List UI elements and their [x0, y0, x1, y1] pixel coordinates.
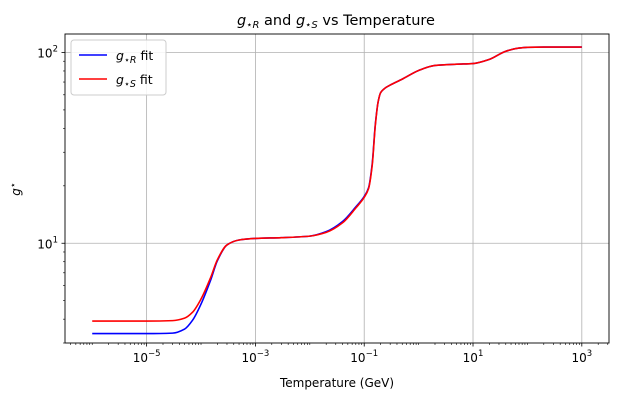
x-tick-label: 101: [463, 349, 484, 365]
legend-box: [70, 39, 167, 96]
legend-label-s: g⋆S fit: [116, 72, 153, 90]
axis-ticks: 10−5 10−3 10−1 101 103 101 102: [37, 44, 592, 365]
y-axis-label: g⋆: [8, 182, 23, 196]
chart-title: g⋆R and g⋆S vs Temperature: [237, 13, 435, 31]
x-tick-label: 103: [571, 349, 592, 365]
x-axis-label: Temperature (GeV): [279, 376, 394, 390]
y-tick-label: 102: [37, 44, 58, 60]
series-line-s: [92, 46, 582, 322]
plot-frame: [64, 33, 610, 344]
x-tick-label: 10−5: [133, 349, 161, 365]
legend-label-r: g⋆R fit: [116, 48, 153, 66]
legend: g⋆R fit g⋆S fit: [70, 39, 167, 96]
x-tick-label: 10−3: [242, 349, 270, 365]
series-lines: [92, 46, 582, 335]
x-tick-label: 10−1: [350, 349, 378, 365]
y-tick-label: 101: [37, 235, 58, 251]
